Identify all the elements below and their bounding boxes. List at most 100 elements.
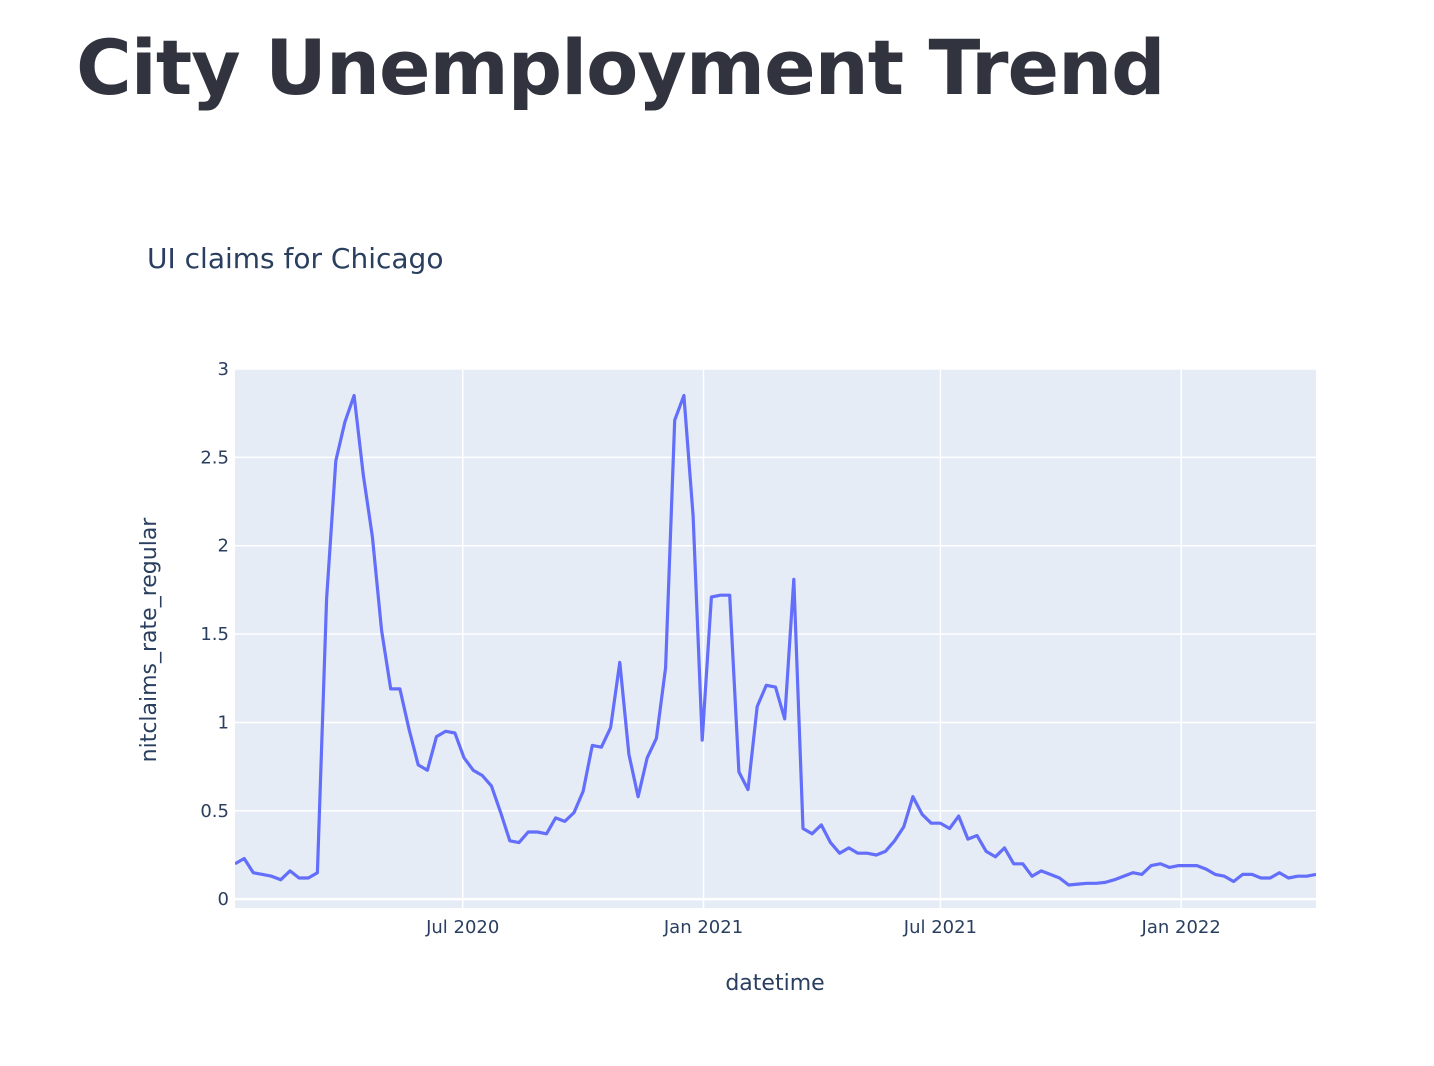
- data-point[interactable]: [1092, 879, 1100, 887]
- data-point[interactable]: [918, 810, 926, 818]
- data-point[interactable]: [662, 664, 670, 672]
- data-point[interactable]: [717, 591, 725, 599]
- data-point[interactable]: [1303, 872, 1311, 880]
- data-point[interactable]: [643, 754, 651, 762]
- data-point[interactable]: [249, 869, 257, 877]
- data-point[interactable]: [286, 867, 294, 875]
- data-point[interactable]: [1147, 862, 1155, 870]
- data-point[interactable]: [808, 830, 816, 838]
- data-point[interactable]: [1065, 881, 1073, 889]
- series-line[interactable]: [235, 393, 1316, 887]
- data-point[interactable]: [616, 658, 624, 666]
- data-point[interactable]: [497, 809, 505, 817]
- data-point[interactable]: [350, 392, 358, 400]
- data-point[interactable]: [1230, 878, 1238, 886]
- data-point[interactable]: [295, 874, 303, 882]
- data-point[interactable]: [552, 814, 560, 822]
- data-point[interactable]: [772, 683, 780, 691]
- data-point[interactable]: [1312, 870, 1320, 878]
- data-point[interactable]: [1266, 874, 1274, 882]
- data-point[interactable]: [799, 825, 807, 833]
- data-point[interactable]: [973, 832, 981, 840]
- data-point[interactable]: [726, 591, 734, 599]
- data-point[interactable]: [817, 821, 825, 829]
- data-point[interactable]: [698, 736, 706, 744]
- data-point[interactable]: [1275, 869, 1283, 877]
- data-point[interactable]: [1257, 874, 1265, 882]
- data-point[interactable]: [946, 825, 954, 833]
- data-point[interactable]: [936, 819, 944, 827]
- data-point[interactable]: [359, 471, 367, 479]
- data-point[interactable]: [1211, 870, 1219, 878]
- data-point[interactable]: [460, 754, 468, 762]
- data-point[interactable]: [991, 853, 999, 861]
- data-point[interactable]: [1056, 874, 1064, 882]
- data-point[interactable]: [1156, 860, 1164, 868]
- data-point[interactable]: [707, 593, 715, 601]
- data-point[interactable]: [387, 685, 395, 693]
- data-point[interactable]: [753, 703, 761, 711]
- data-point[interactable]: [277, 876, 285, 884]
- data-point[interactable]: [561, 817, 569, 825]
- data-point[interactable]: [414, 761, 422, 769]
- data-point[interactable]: [1294, 872, 1302, 880]
- data-point[interactable]: [836, 849, 844, 857]
- data-point[interactable]: [597, 743, 605, 751]
- data-point[interactable]: [955, 812, 963, 820]
- data-point[interactable]: [964, 835, 972, 843]
- data-point[interactable]: [1046, 870, 1054, 878]
- data-point[interactable]: [368, 533, 376, 541]
- data-point[interactable]: [378, 627, 386, 635]
- data-point[interactable]: [1001, 844, 1009, 852]
- data-point[interactable]: [533, 828, 541, 836]
- data-point[interactable]: [478, 772, 486, 780]
- data-point[interactable]: [1184, 862, 1192, 870]
- data-point[interactable]: [1120, 872, 1128, 880]
- data-point[interactable]: [423, 766, 431, 774]
- data-point[interactable]: [259, 870, 267, 878]
- data-point[interactable]: [405, 726, 413, 734]
- data-point[interactable]: [1101, 878, 1109, 886]
- data-point[interactable]: [506, 837, 514, 845]
- data-point[interactable]: [543, 830, 551, 838]
- data-point[interactable]: [652, 734, 660, 742]
- data-point[interactable]: [469, 766, 477, 774]
- data-point[interactable]: [790, 575, 798, 583]
- data-point[interactable]: [845, 844, 853, 852]
- data-point[interactable]: [1074, 880, 1082, 888]
- data-point[interactable]: [341, 418, 349, 426]
- data-point[interactable]: [1220, 872, 1228, 880]
- data-point[interactable]: [570, 809, 578, 817]
- data-point[interactable]: [1193, 862, 1201, 870]
- data-point[interactable]: [1285, 874, 1293, 882]
- data-point[interactable]: [607, 724, 615, 732]
- data-point[interactable]: [515, 839, 523, 847]
- data-point[interactable]: [332, 457, 340, 465]
- data-point[interactable]: [304, 874, 312, 882]
- data-point[interactable]: [854, 849, 862, 857]
- data-point[interactable]: [744, 786, 752, 794]
- data-point[interactable]: [891, 837, 899, 845]
- data-point[interactable]: [1248, 870, 1256, 878]
- data-point[interactable]: [680, 392, 688, 400]
- data-point[interactable]: [1138, 870, 1146, 878]
- data-point[interactable]: [909, 793, 917, 801]
- data-point[interactable]: [240, 855, 248, 863]
- data-point[interactable]: [1037, 867, 1045, 875]
- data-point[interactable]: [524, 828, 532, 836]
- data-point[interactable]: [671, 416, 679, 424]
- data-point[interactable]: [1175, 862, 1183, 870]
- data-point[interactable]: [1239, 870, 1247, 878]
- data-point[interactable]: [634, 793, 642, 801]
- data-point[interactable]: [1028, 872, 1036, 880]
- data-point[interactable]: [488, 782, 496, 790]
- data-point[interactable]: [827, 839, 835, 847]
- data-point[interactable]: [268, 872, 276, 880]
- data-point[interactable]: [1019, 860, 1027, 868]
- data-point[interactable]: [762, 681, 770, 689]
- data-point[interactable]: [781, 715, 789, 723]
- data-point[interactable]: [231, 860, 239, 868]
- data-point[interactable]: [872, 851, 880, 859]
- data-point[interactable]: [1010, 860, 1018, 868]
